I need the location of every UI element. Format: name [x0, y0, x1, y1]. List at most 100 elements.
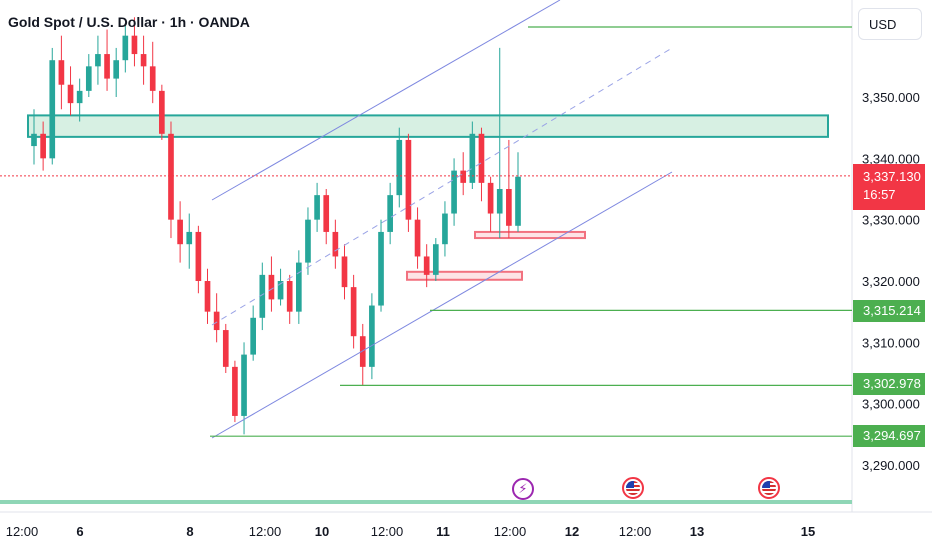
- candle-body: [423, 256, 430, 275]
- last-price-value: 3,337.130: [863, 169, 921, 184]
- x-tick-label: 12: [565, 524, 579, 539]
- candles: [31, 17, 521, 435]
- candle-body: [277, 281, 284, 300]
- demand-zone-lower: [406, 270, 523, 281]
- y-tick-label: 3,320.000: [862, 274, 920, 289]
- x-tick-label: 13: [690, 524, 704, 539]
- currency-label: USD: [869, 16, 897, 32]
- level-badge-label: 3,294.697: [863, 428, 921, 443]
- candle-body: [76, 90, 83, 104]
- candle-body: [369, 305, 375, 367]
- candle-body: [286, 281, 293, 312]
- candle-body: [40, 133, 46, 159]
- x-tick-label: 12:00: [249, 524, 282, 539]
- candle-body: [378, 231, 384, 306]
- candle-body: [222, 330, 229, 367]
- candle-body: [350, 287, 357, 337]
- candle-body: [49, 60, 56, 159]
- candle-body: [405, 139, 412, 220]
- candle-body: [332, 231, 339, 257]
- candle-body: [259, 274, 266, 318]
- candle-body: [58, 60, 65, 85]
- level-badge-label: 3,302.978: [863, 376, 921, 391]
- candle-body: [359, 336, 366, 367]
- candle-body: [314, 195, 320, 220]
- candle-body: [241, 354, 247, 416]
- candle-body: [414, 219, 421, 257]
- candle-body: [396, 139, 403, 196]
- overlays: [0, 0, 852, 504]
- us-flag-event-icon[interactable]: [622, 477, 644, 499]
- x-tick-label: 10: [315, 524, 329, 539]
- grid: [0, 0, 932, 513]
- candle-body: [31, 133, 37, 147]
- candle-body: [186, 231, 193, 245]
- candle-body: [168, 133, 174, 220]
- y-tick-label: 3,340.000: [862, 151, 920, 166]
- candle-body: [442, 213, 448, 245]
- candle-body: [496, 189, 503, 214]
- candle-body: [341, 256, 348, 288]
- level-badge-3: 3,294.697: [853, 425, 925, 447]
- y-tick-label: 3,300.000: [862, 397, 920, 412]
- channel-mid-line: [211, 47, 673, 326]
- candle-body: [451, 170, 457, 214]
- candle-body: [177, 219, 183, 245]
- channel-upper-line: [211, 0, 561, 201]
- y-tick-label: 3,310.000: [862, 335, 920, 350]
- candle-body: [131, 35, 138, 55]
- candle-body: [469, 133, 476, 183]
- candle-body: [295, 262, 302, 312]
- currency-selector[interactable]: USD: [858, 8, 922, 40]
- candle-body: [204, 281, 211, 312]
- candle-body: [506, 189, 512, 226]
- x-tick-label: 12:00: [619, 524, 652, 539]
- level-badge-label: 3,315.214: [863, 303, 921, 318]
- candle-body: [195, 231, 202, 281]
- resistance-zone: [27, 114, 829, 138]
- candle-body: [232, 366, 238, 416]
- x-tick-label: 12:00: [494, 524, 527, 539]
- y-tick-label: 3,330.000: [862, 213, 920, 228]
- x-tick-label: 8: [186, 524, 193, 539]
- candle-body: [149, 66, 156, 91]
- candle-body: [140, 54, 147, 67]
- candle-body: [67, 84, 74, 104]
- candle-body: [95, 54, 101, 67]
- lightning-event-icon[interactable]: ⚡: [512, 478, 534, 500]
- x-tick-label: 12:00: [6, 524, 39, 539]
- candle-body: [268, 274, 275, 300]
- candle-body: [104, 54, 110, 79]
- y-tick-label: 3,350.000: [862, 90, 920, 105]
- axes: 3,290.000 3,300.000 3,310.000 3,320.000 3,33…: [6, 90, 920, 539]
- candle-body: [487, 182, 494, 214]
- candle-body: [250, 317, 257, 355]
- candle-body: [122, 35, 129, 61]
- x-tick-label: 12:00: [371, 524, 404, 539]
- candle-body: [213, 311, 220, 331]
- us-flag-event-icon[interactable]: [758, 477, 780, 499]
- candle-body: [159, 90, 165, 134]
- x-tick-label: 15: [801, 524, 815, 539]
- candle-body: [460, 170, 467, 183]
- candle-body: [387, 195, 393, 232]
- x-tick-label: 6: [76, 524, 83, 539]
- channel-lower-line: [211, 171, 673, 439]
- y-tick-label: 3,290.000: [862, 458, 920, 473]
- chart-title-text: Gold Spot / U.S. Dollar · 1h · OANDA: [8, 14, 250, 30]
- bottom-level-bar: [0, 500, 852, 504]
- level-badge-1: 3,315.214: [853, 300, 925, 322]
- candle-body: [515, 176, 521, 226]
- candle-body: [305, 219, 311, 263]
- zones: [27, 114, 829, 281]
- candle-body: [323, 195, 330, 232]
- candle-body: [478, 133, 485, 183]
- candle-body: [85, 66, 92, 91]
- demand-zone-upper: [474, 230, 586, 240]
- candle-body: [432, 244, 439, 275]
- level-badge-2: 3,302.978: [853, 373, 925, 395]
- x-tick-label: 11: [436, 524, 450, 539]
- chart-title: Gold Spot / U.S. Dollar · 1h · OANDA: [8, 14, 250, 30]
- bar-countdown: 16:57: [863, 187, 896, 202]
